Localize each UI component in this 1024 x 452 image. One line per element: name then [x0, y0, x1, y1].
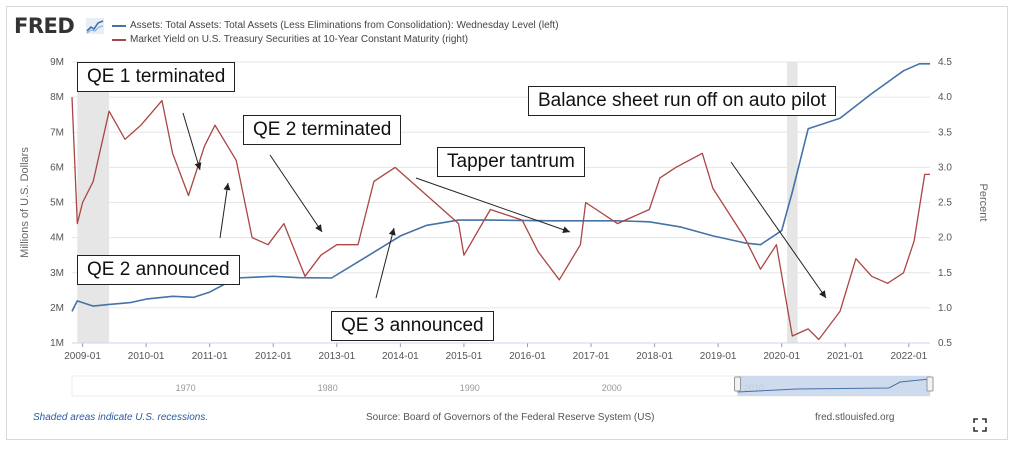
- series-line-assets: [71, 62, 930, 312]
- left-tick-label: 6M: [50, 162, 64, 173]
- x-tick-label: 2018-01: [636, 351, 673, 362]
- x-tick-label: 2013-01: [318, 351, 355, 362]
- annotation-qe1-terminated: QE 1 terminated: [77, 62, 236, 92]
- x-tick-label: 2020-01: [763, 351, 800, 362]
- right-tick-label: 3.5: [938, 127, 952, 138]
- left-tick-label: 2M: [50, 303, 64, 314]
- right-tick-label: 1.0: [938, 303, 952, 314]
- source-note: Source: Board of Governors of the Federa…: [366, 412, 655, 423]
- annotation-qe3-announced: QE 3 announced: [331, 311, 494, 341]
- fred-chart-icon: [86, 18, 104, 34]
- right-axis-title: Percent: [977, 184, 989, 222]
- x-tick-label: 2009-01: [64, 351, 101, 362]
- recession-note: Shaded areas indicate U.S. recessions.: [33, 412, 209, 423]
- legend-label-treasury-yield: Market Yield on U.S. Treasury Securities…: [130, 34, 469, 45]
- x-tick-label: 2010-01: [128, 351, 165, 362]
- legend-item-treasury-yield[interactable]: Market Yield on U.S. Treasury Securities…: [112, 34, 468, 45]
- right-tick-label: 2.0: [938, 233, 952, 244]
- annotation-arrow-head: [562, 226, 570, 233]
- annotation-arrow-line: [269, 154, 323, 233]
- x-tick-label: 2022-01: [890, 351, 927, 362]
- annotation-arrow-head: [223, 183, 231, 191]
- left-tick-label: 7M: [50, 127, 64, 138]
- fred-logo[interactable]: FRED: [14, 14, 75, 38]
- navigator-handle-right[interactable]: [926, 376, 934, 392]
- navigator-tick-label: 2000: [602, 383, 622, 393]
- annotation-arrow-line: [219, 182, 229, 239]
- right-tick-label: 3.0: [938, 162, 952, 173]
- navigator-handle-left[interactable]: [734, 376, 742, 392]
- fullscreen-icon[interactable]: [973, 418, 987, 432]
- annotation-arrow-head: [819, 290, 826, 298]
- annotation-arrow-line: [375, 227, 395, 299]
- x-tick-label: 2019-01: [700, 351, 737, 362]
- annotation-qe2-announced: QE 2 announced: [77, 255, 240, 285]
- x-tick-label: 2015-01: [446, 351, 483, 362]
- legend-swatch-assets: [112, 24, 126, 27]
- annotation-qe2-terminated: QE 2 terminated: [243, 115, 402, 145]
- right-tick-label: 4.5: [938, 57, 952, 68]
- x-tick-label: 2016-01: [509, 351, 546, 362]
- navigator-tick-label: 1990: [460, 383, 480, 393]
- navigator-selection: [737, 376, 930, 396]
- right-tick-label: 0.5: [938, 338, 952, 349]
- x-tick-label: 2017-01: [573, 351, 610, 362]
- right-tick-label: 1.5: [938, 268, 952, 279]
- legend-label-assets: Assets: Total Assets: Total Assets (Less…: [130, 20, 559, 31]
- annotation-arrow-head: [194, 162, 202, 170]
- annotation-balance-sheet-runoff: Balance sheet run off on auto pilot: [528, 86, 837, 116]
- site-link[interactable]: fred.stlouisfed.org: [815, 412, 895, 423]
- annotation-arrow-line: [415, 177, 571, 233]
- annotation-arrow-head: [388, 228, 396, 236]
- series-line-treasury-yield: [71, 97, 930, 341]
- left-tick-label: 5M: [50, 198, 64, 209]
- left-tick-label: 3M: [50, 268, 64, 279]
- navigator-tick-label: 1970: [176, 383, 196, 393]
- legend-item-assets[interactable]: Assets: Total Assets: Total Assets (Less…: [112, 20, 559, 31]
- x-tick-label: 2012-01: [255, 351, 292, 362]
- annotation-arrow-head: [315, 224, 322, 232]
- left-axis-title: Millions of U.S. Dollars: [19, 147, 31, 258]
- left-tick-label: 8M: [50, 92, 64, 103]
- left-tick-label: 9M: [50, 57, 64, 68]
- left-tick-label: 4M: [50, 233, 64, 244]
- legend-swatch-treasury-yield: [112, 38, 126, 41]
- x-tick-label: 2014-01: [382, 351, 419, 362]
- annotation-arrow-line: [730, 161, 827, 299]
- navigator-tick-label: 1980: [318, 383, 338, 393]
- x-tick-label: 2021-01: [827, 351, 864, 362]
- x-tick-label: 2011-01: [192, 351, 228, 362]
- right-tick-label: 4.0: [938, 92, 952, 103]
- navigator-series-line: [737, 378, 931, 393]
- left-tick-label: 1M: [50, 338, 64, 349]
- right-tick-label: 2.5: [938, 198, 952, 209]
- annotation-tapper-tantrum: Tapper tantrum: [437, 147, 585, 177]
- annotation-arrow-line: [182, 112, 201, 171]
